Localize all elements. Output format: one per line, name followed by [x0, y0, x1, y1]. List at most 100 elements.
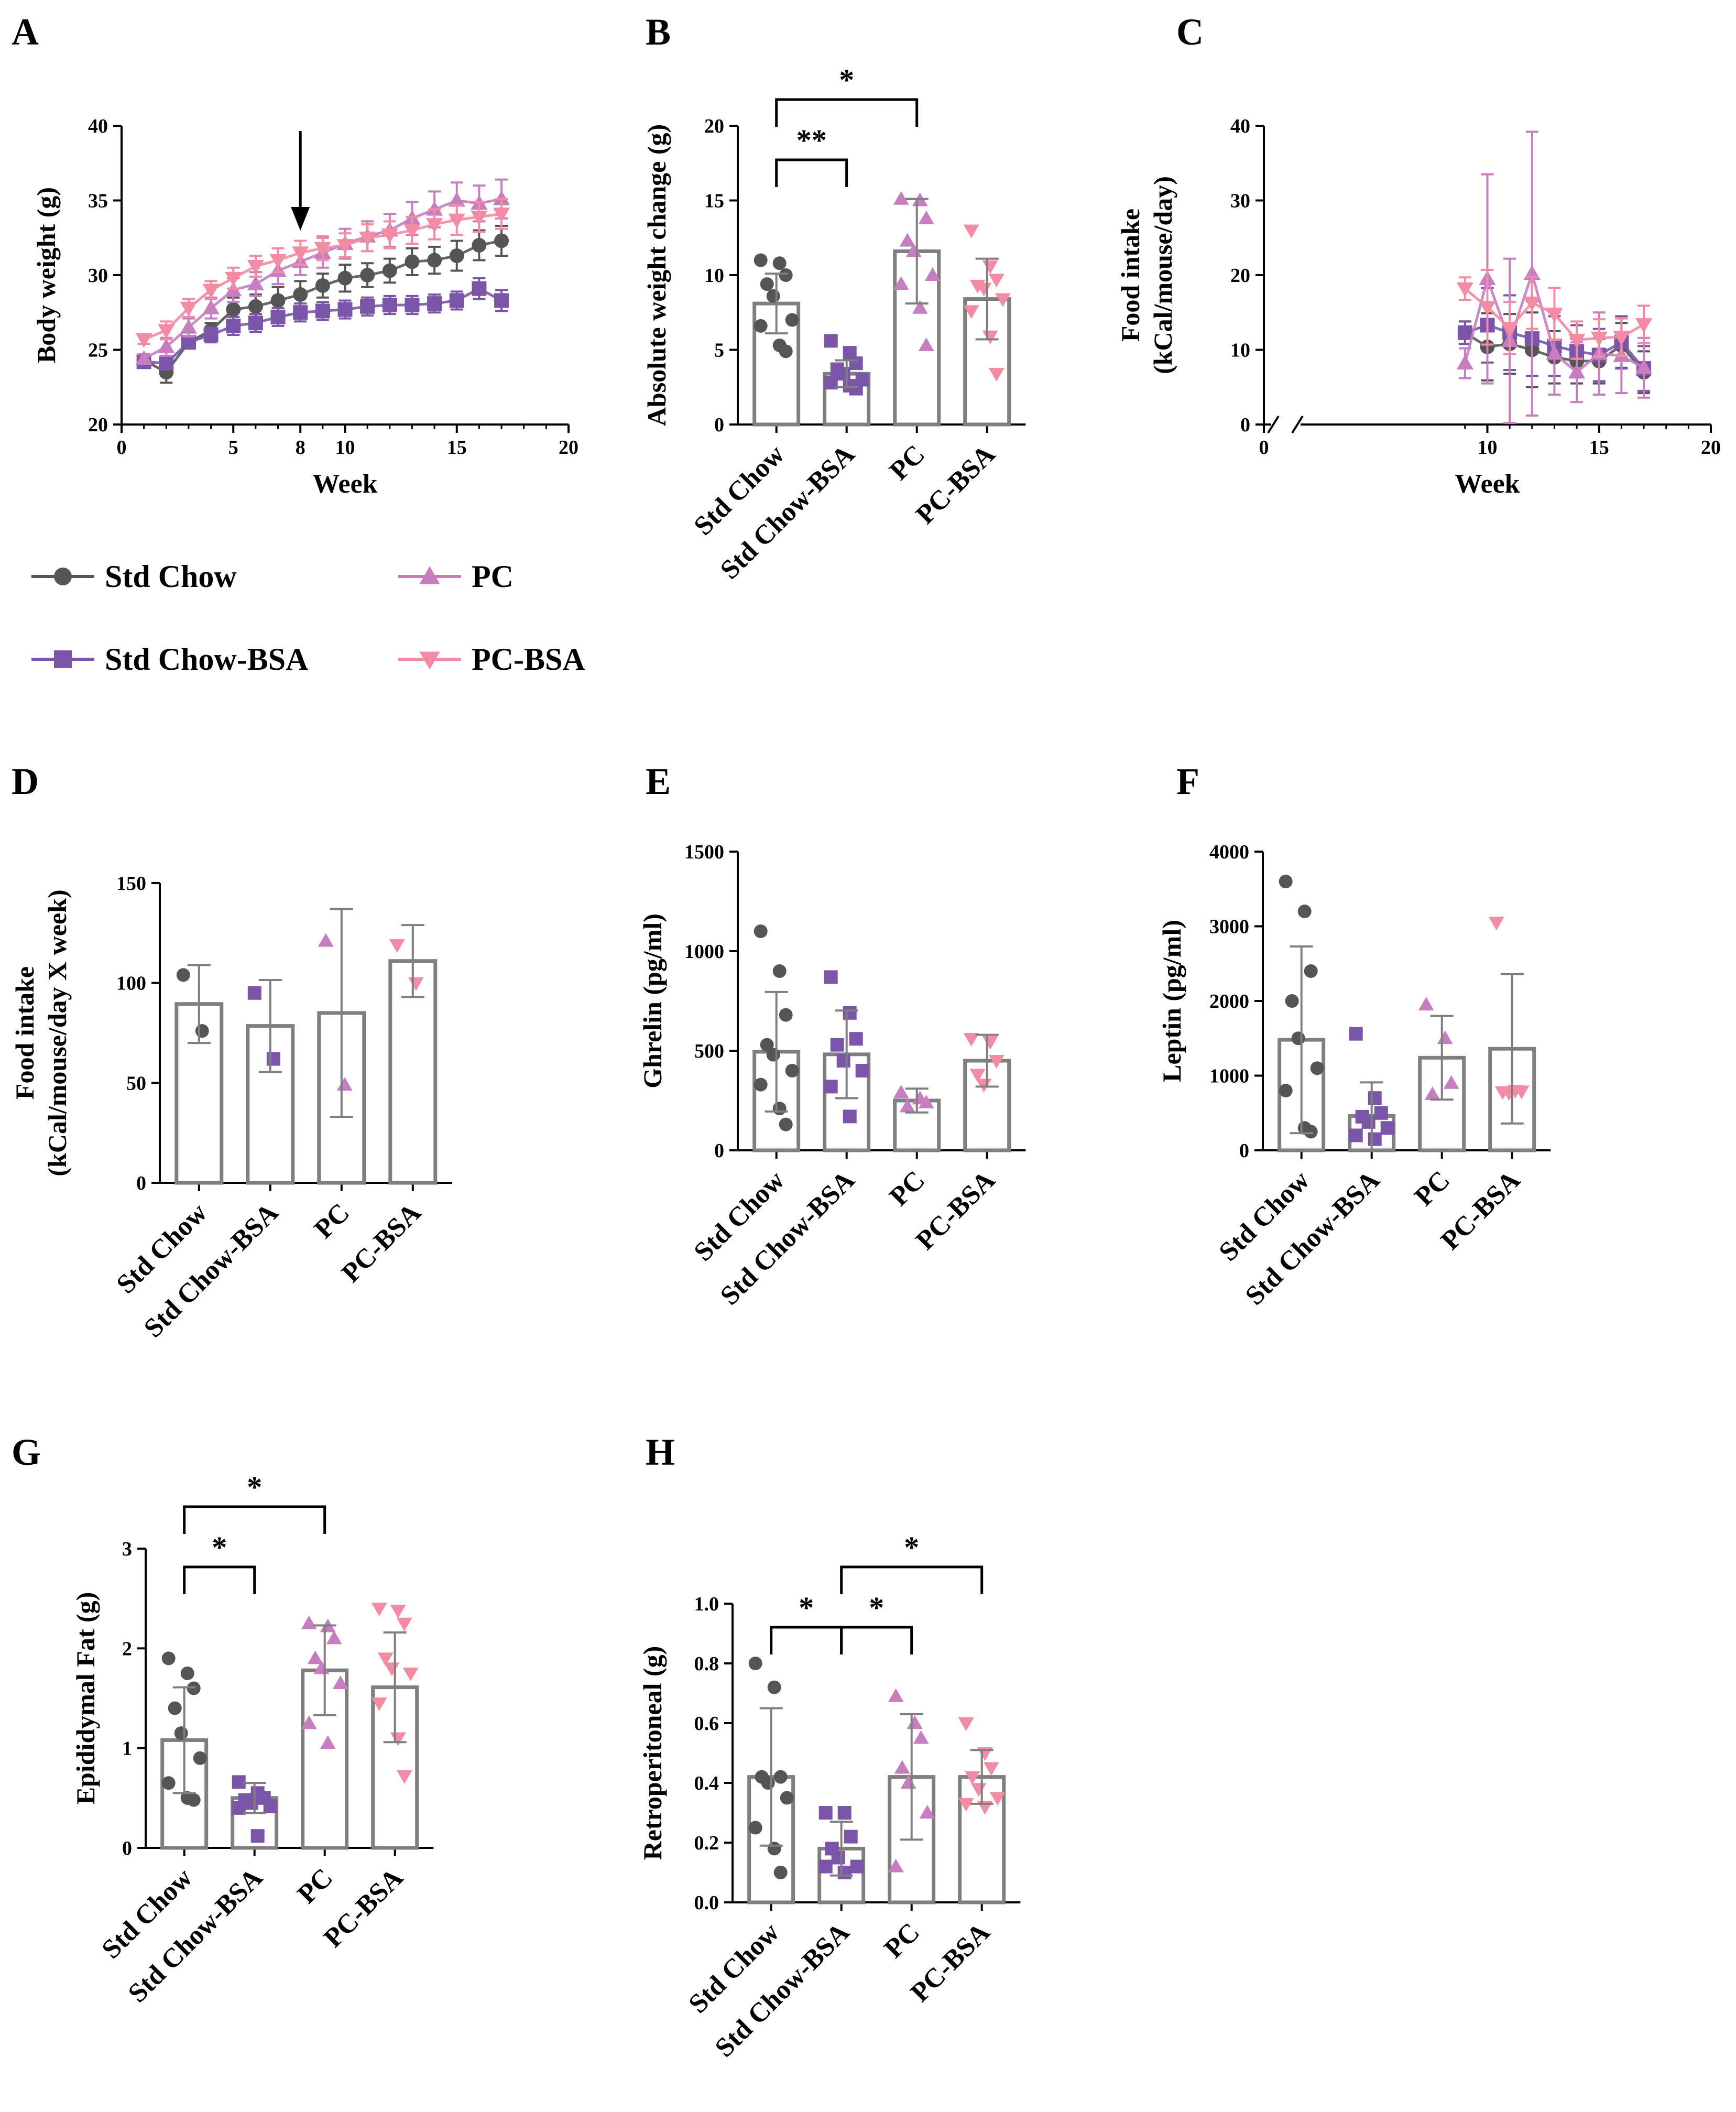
data-point	[888, 1688, 904, 1702]
x-tick-label: 10	[1478, 437, 1498, 459]
data-point	[326, 1630, 342, 1645]
data-point	[748, 1657, 762, 1670]
data-point	[448, 192, 465, 207]
y-tick-label: 15	[704, 190, 724, 212]
data-point	[247, 260, 264, 275]
data-point	[371, 1603, 387, 1617]
data-point	[754, 319, 768, 333]
data-point	[849, 382, 863, 396]
data-point	[831, 1850, 845, 1865]
data-point	[1349, 1128, 1363, 1142]
data-point	[964, 1771, 980, 1785]
data-point	[899, 233, 915, 247]
data-point	[1279, 875, 1293, 888]
y-tick-label: 0.0	[694, 1892, 719, 1914]
data-point	[293, 305, 308, 320]
data-point	[760, 1038, 774, 1052]
data-point	[337, 302, 353, 317]
axis-break-mark	[1267, 415, 1280, 434]
data-point	[174, 1726, 188, 1740]
panel-C: C 0 10 20 30 40 0 10 15 20 Week Food intake (kCal/mo…	[1116, 11, 1721, 499]
panel-label: C	[1176, 11, 1204, 53]
data-point	[918, 1094, 934, 1108]
data-point	[1546, 345, 1563, 360]
data-point	[250, 1829, 265, 1843]
y-axis-title: Food intake	[10, 966, 39, 1099]
data-point	[472, 238, 487, 253]
y-tick-label: 3	[122, 1538, 132, 1560]
data-point	[1457, 325, 1472, 340]
data-point	[181, 335, 196, 350]
data-point	[761, 1776, 775, 1790]
data-point	[203, 328, 219, 342]
data-point	[894, 1760, 910, 1774]
data-point	[427, 296, 442, 311]
data-point	[1456, 282, 1473, 297]
data-point	[168, 1701, 182, 1715]
data-point	[405, 298, 420, 312]
data-point	[270, 293, 286, 308]
data-point	[1424, 1086, 1440, 1101]
y-tick-label: 3000	[1209, 916, 1249, 938]
data-point	[1349, 1027, 1363, 1041]
data-point	[969, 1069, 986, 1083]
data-point	[1374, 1106, 1388, 1120]
data-point	[1523, 296, 1541, 311]
data-point	[824, 334, 838, 348]
data-point	[359, 231, 376, 246]
significance-bracket: **	[775, 123, 848, 187]
data-point	[850, 1859, 864, 1874]
data-point	[1368, 1132, 1382, 1146]
series-std-chow-bsa	[136, 277, 509, 371]
y-tick-label: 0.2	[694, 1832, 719, 1854]
data-point	[320, 1735, 336, 1749]
data-point	[135, 333, 152, 348]
x-tick-label: 15	[447, 437, 467, 459]
y-axis-title: Body weight (g)	[31, 187, 61, 363]
bracket-line	[183, 1565, 256, 1594]
bracket-line	[183, 1505, 326, 1534]
panel-label: E	[646, 760, 671, 802]
y-tick-label: 10	[1230, 340, 1250, 362]
y-tick-label: 0	[1240, 414, 1250, 436]
y-tick-label: 0	[714, 414, 724, 436]
data-point	[918, 210, 934, 224]
y-tick-label: 5	[714, 340, 724, 362]
bracket-line	[775, 158, 848, 187]
data-point	[912, 300, 928, 314]
data-point	[772, 964, 787, 978]
legend-item-pc-bsa: PC-BSA	[398, 642, 585, 677]
data-point	[263, 1799, 277, 1813]
data-point	[448, 213, 465, 228]
data-point	[888, 1858, 904, 1873]
significance-bracket: *	[775, 63, 919, 127]
significance-label: *	[247, 1470, 262, 1504]
data-point	[824, 970, 838, 984]
x-tick-label: 20	[559, 437, 578, 459]
legend: Std Chow PC Std Chow-BSA PC-BSA	[31, 559, 585, 677]
data-point	[843, 1109, 857, 1124]
data-point	[307, 1650, 323, 1664]
data-point	[332, 1675, 348, 1689]
panel-label: G	[12, 1431, 41, 1473]
data-point	[988, 368, 1005, 382]
y-axis-title: Absolute weight change (g)	[642, 124, 671, 426]
data-point	[849, 1032, 863, 1046]
data-point	[159, 356, 174, 371]
data-point	[958, 1717, 974, 1731]
data-point	[1635, 318, 1653, 333]
data-point	[292, 246, 309, 262]
y-tick-label: 40	[88, 115, 108, 137]
data-point	[958, 1798, 974, 1812]
data-point	[760, 277, 774, 291]
data-point	[336, 239, 354, 254]
data-point	[202, 284, 220, 299]
data-point	[471, 210, 488, 225]
y-axis-title: Leptin (pg/ml)	[1157, 920, 1186, 1082]
data-point	[360, 299, 375, 314]
data-point	[244, 1796, 258, 1810]
data-point	[1368, 1091, 1382, 1105]
legend-label: Std Chow	[105, 559, 237, 594]
data-point	[180, 319, 198, 334]
